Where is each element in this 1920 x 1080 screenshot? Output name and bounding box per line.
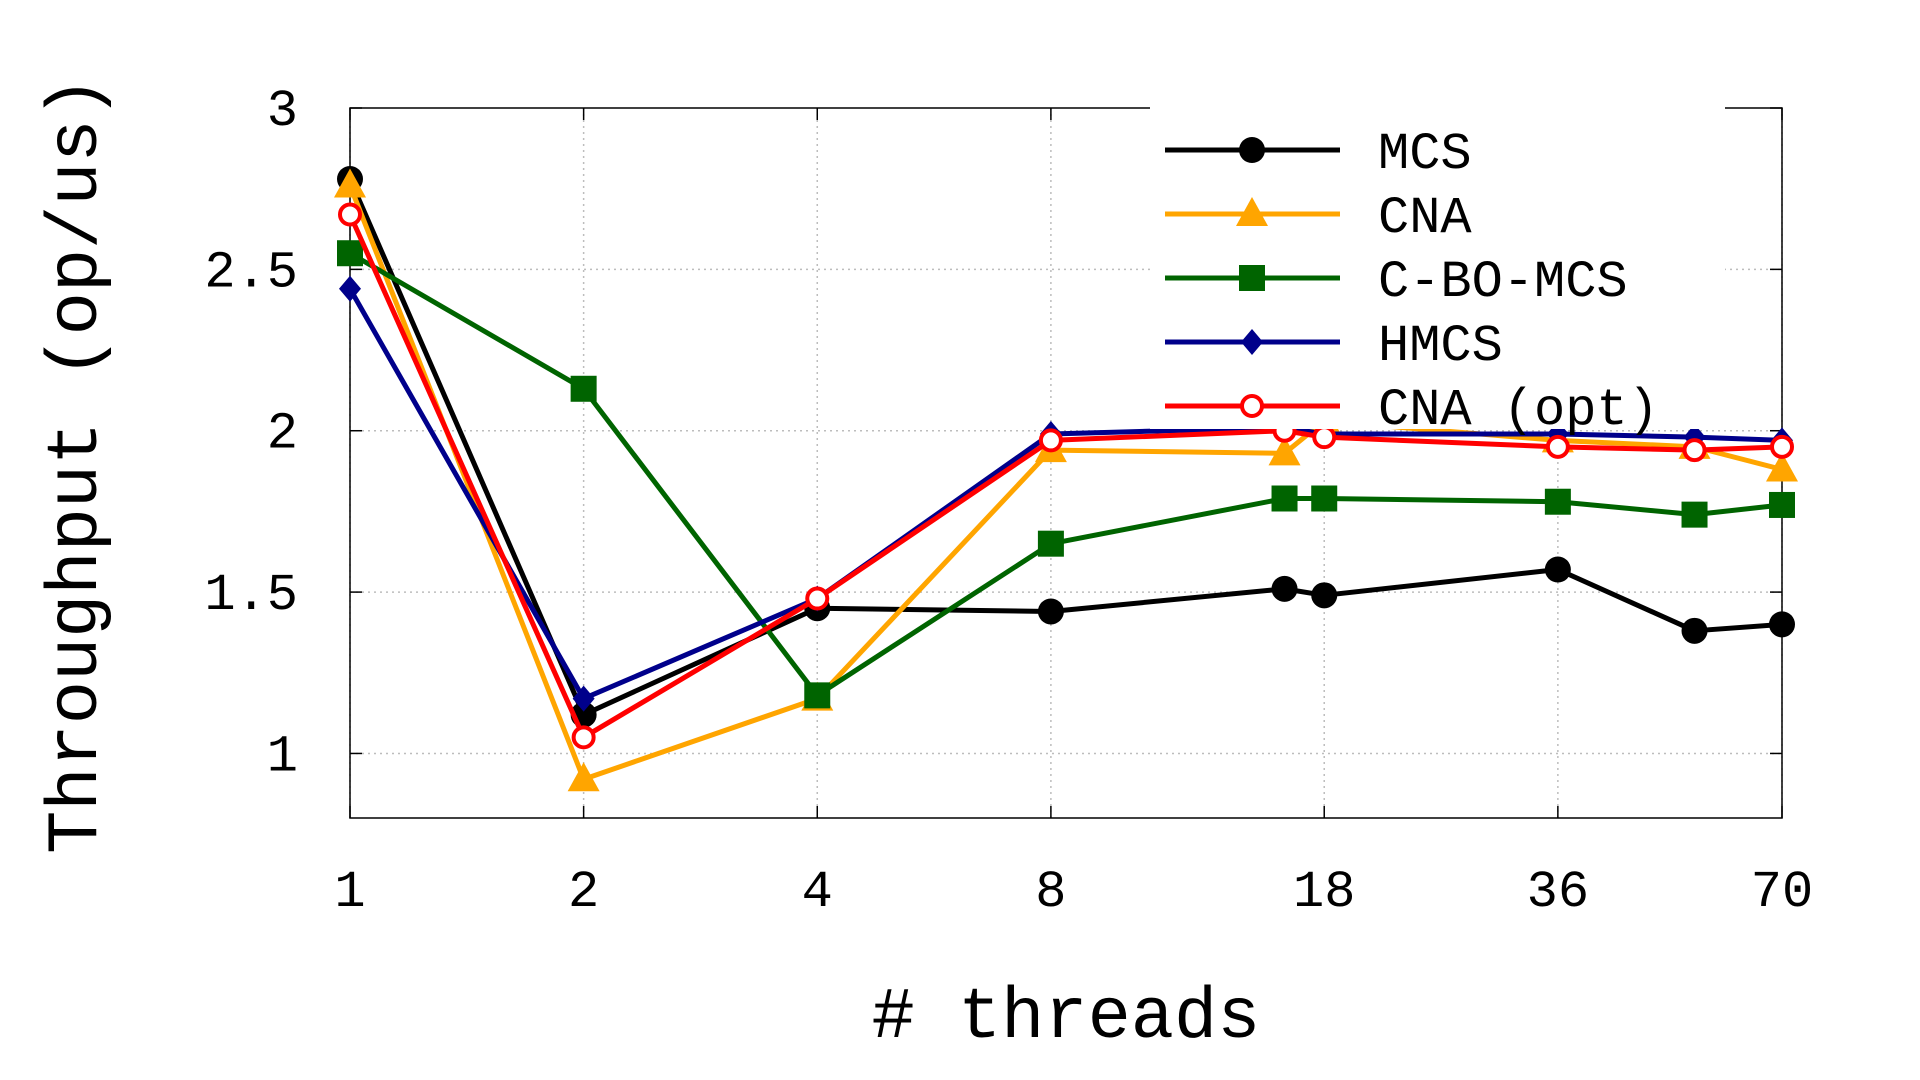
- legend-marker: [1240, 394, 1264, 418]
- x-tick-label: 36: [1527, 863, 1589, 922]
- data-point: [1037, 530, 1064, 557]
- data-point: [337, 240, 363, 267]
- data-point: [1770, 434, 1794, 459]
- data-point: [1681, 501, 1708, 528]
- x-tick-label: 4: [802, 863, 833, 922]
- data-point: [1268, 436, 1301, 466]
- legend-item: CNA: [1165, 189, 1472, 248]
- data-point: [1311, 485, 1338, 512]
- data-point: [338, 202, 362, 227]
- data-point: [1544, 488, 1571, 515]
- legend-label: CNA: [1378, 189, 1472, 248]
- data-point: [1037, 598, 1064, 625]
- axis-ticks: 1 1.5 2 2.5 3 1 2 4 8 18 36 70: [204, 82, 1813, 922]
- data-point: [334, 168, 366, 198]
- legend-item: MCS: [1165, 125, 1472, 184]
- legend-item: C-BO-MCS: [1165, 253, 1628, 312]
- legend-marker: [1236, 197, 1268, 226]
- data-point: [571, 725, 596, 750]
- y-tick-label: 1: [267, 727, 298, 786]
- y-tick-label: 1.5: [204, 566, 298, 625]
- data-point: [1681, 617, 1708, 644]
- x-tick-label: 70: [1751, 863, 1813, 922]
- y-axis-title: Throughput (op/us): [36, 76, 118, 854]
- data-point: [1769, 611, 1795, 638]
- x-tick-label: 8: [1035, 863, 1066, 922]
- data-point: [1311, 582, 1338, 609]
- legend-label: C-BO-MCS: [1378, 253, 1628, 312]
- data-point: [572, 685, 595, 712]
- data-point: [1766, 452, 1798, 482]
- x-tick-label: 1: [334, 863, 365, 922]
- data-point: [805, 586, 830, 611]
- legend-label: MCS: [1378, 125, 1472, 184]
- legend-marker: [1239, 137, 1265, 163]
- series-c-bo-mcs: [337, 240, 1795, 709]
- legend-item: HMCS: [1165, 317, 1503, 376]
- data-point: [339, 275, 361, 302]
- legend-label: CNA (opt): [1378, 381, 1659, 440]
- data-point: [1769, 491, 1795, 518]
- data-point: [1038, 428, 1063, 453]
- data-point: [570, 375, 597, 402]
- data-point: [1544, 556, 1571, 583]
- legend-marker: [1239, 265, 1265, 291]
- legend-item: CNA (opt): [1165, 381, 1659, 440]
- legend-label: HMCS: [1378, 317, 1503, 376]
- y-tick-label: 2.5: [204, 243, 298, 302]
- data-point: [1682, 438, 1707, 463]
- y-tick-label: 2: [267, 405, 298, 464]
- x-tick-label: 2: [568, 863, 599, 922]
- data-point: [567, 762, 600, 792]
- x-axis-title: # threads: [872, 977, 1261, 1059]
- legend-marker: [1241, 329, 1263, 355]
- y-tick-label: 3: [267, 82, 298, 141]
- data-point: [1271, 485, 1298, 512]
- data-point: [1545, 434, 1570, 459]
- data-point: [1312, 425, 1337, 450]
- x-tick-label: 18: [1293, 863, 1355, 922]
- data-point: [1271, 575, 1298, 602]
- data-point: [804, 682, 831, 709]
